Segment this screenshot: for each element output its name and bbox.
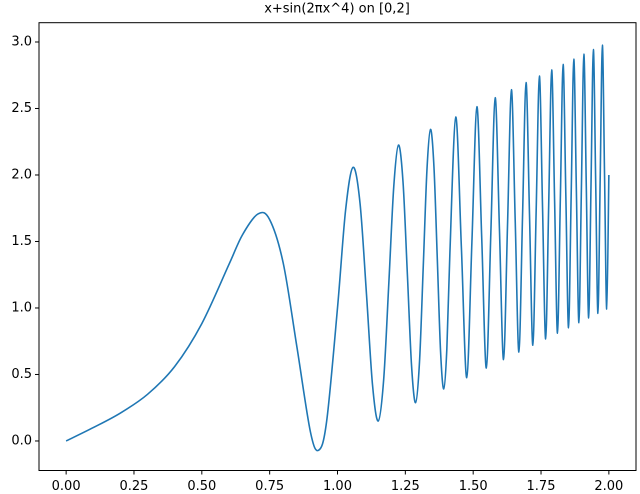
chart-title: x+sin(2πx^4) on [0,2] — [264, 2, 410, 17]
y-tick-label: 1.5 — [11, 234, 32, 249]
x-tick-label: 0.50 — [187, 479, 216, 494]
y-tick-label: 0.5 — [11, 367, 32, 382]
x-tick-label: 0.75 — [255, 479, 284, 494]
y-tick-label: 1.0 — [11, 300, 32, 315]
y-tick-label: 3.0 — [11, 34, 32, 49]
x-tick-label: 1.50 — [459, 479, 488, 494]
y-tick-label: 2.0 — [11, 167, 32, 182]
x-tick-label: 1.00 — [323, 479, 352, 494]
x-tick-label: 1.25 — [391, 479, 420, 494]
x-tick-label: 1.75 — [527, 479, 556, 494]
axes-frame — [38, 22, 637, 471]
y-tick-label: 0.0 — [11, 433, 32, 448]
x-tick-label: 2.00 — [594, 479, 623, 494]
x-tick-label: 0.00 — [52, 479, 81, 494]
x-tick-label: 0.25 — [120, 479, 149, 494]
line — [65, 44, 610, 452]
y-tick-label: 2.5 — [11, 101, 32, 116]
